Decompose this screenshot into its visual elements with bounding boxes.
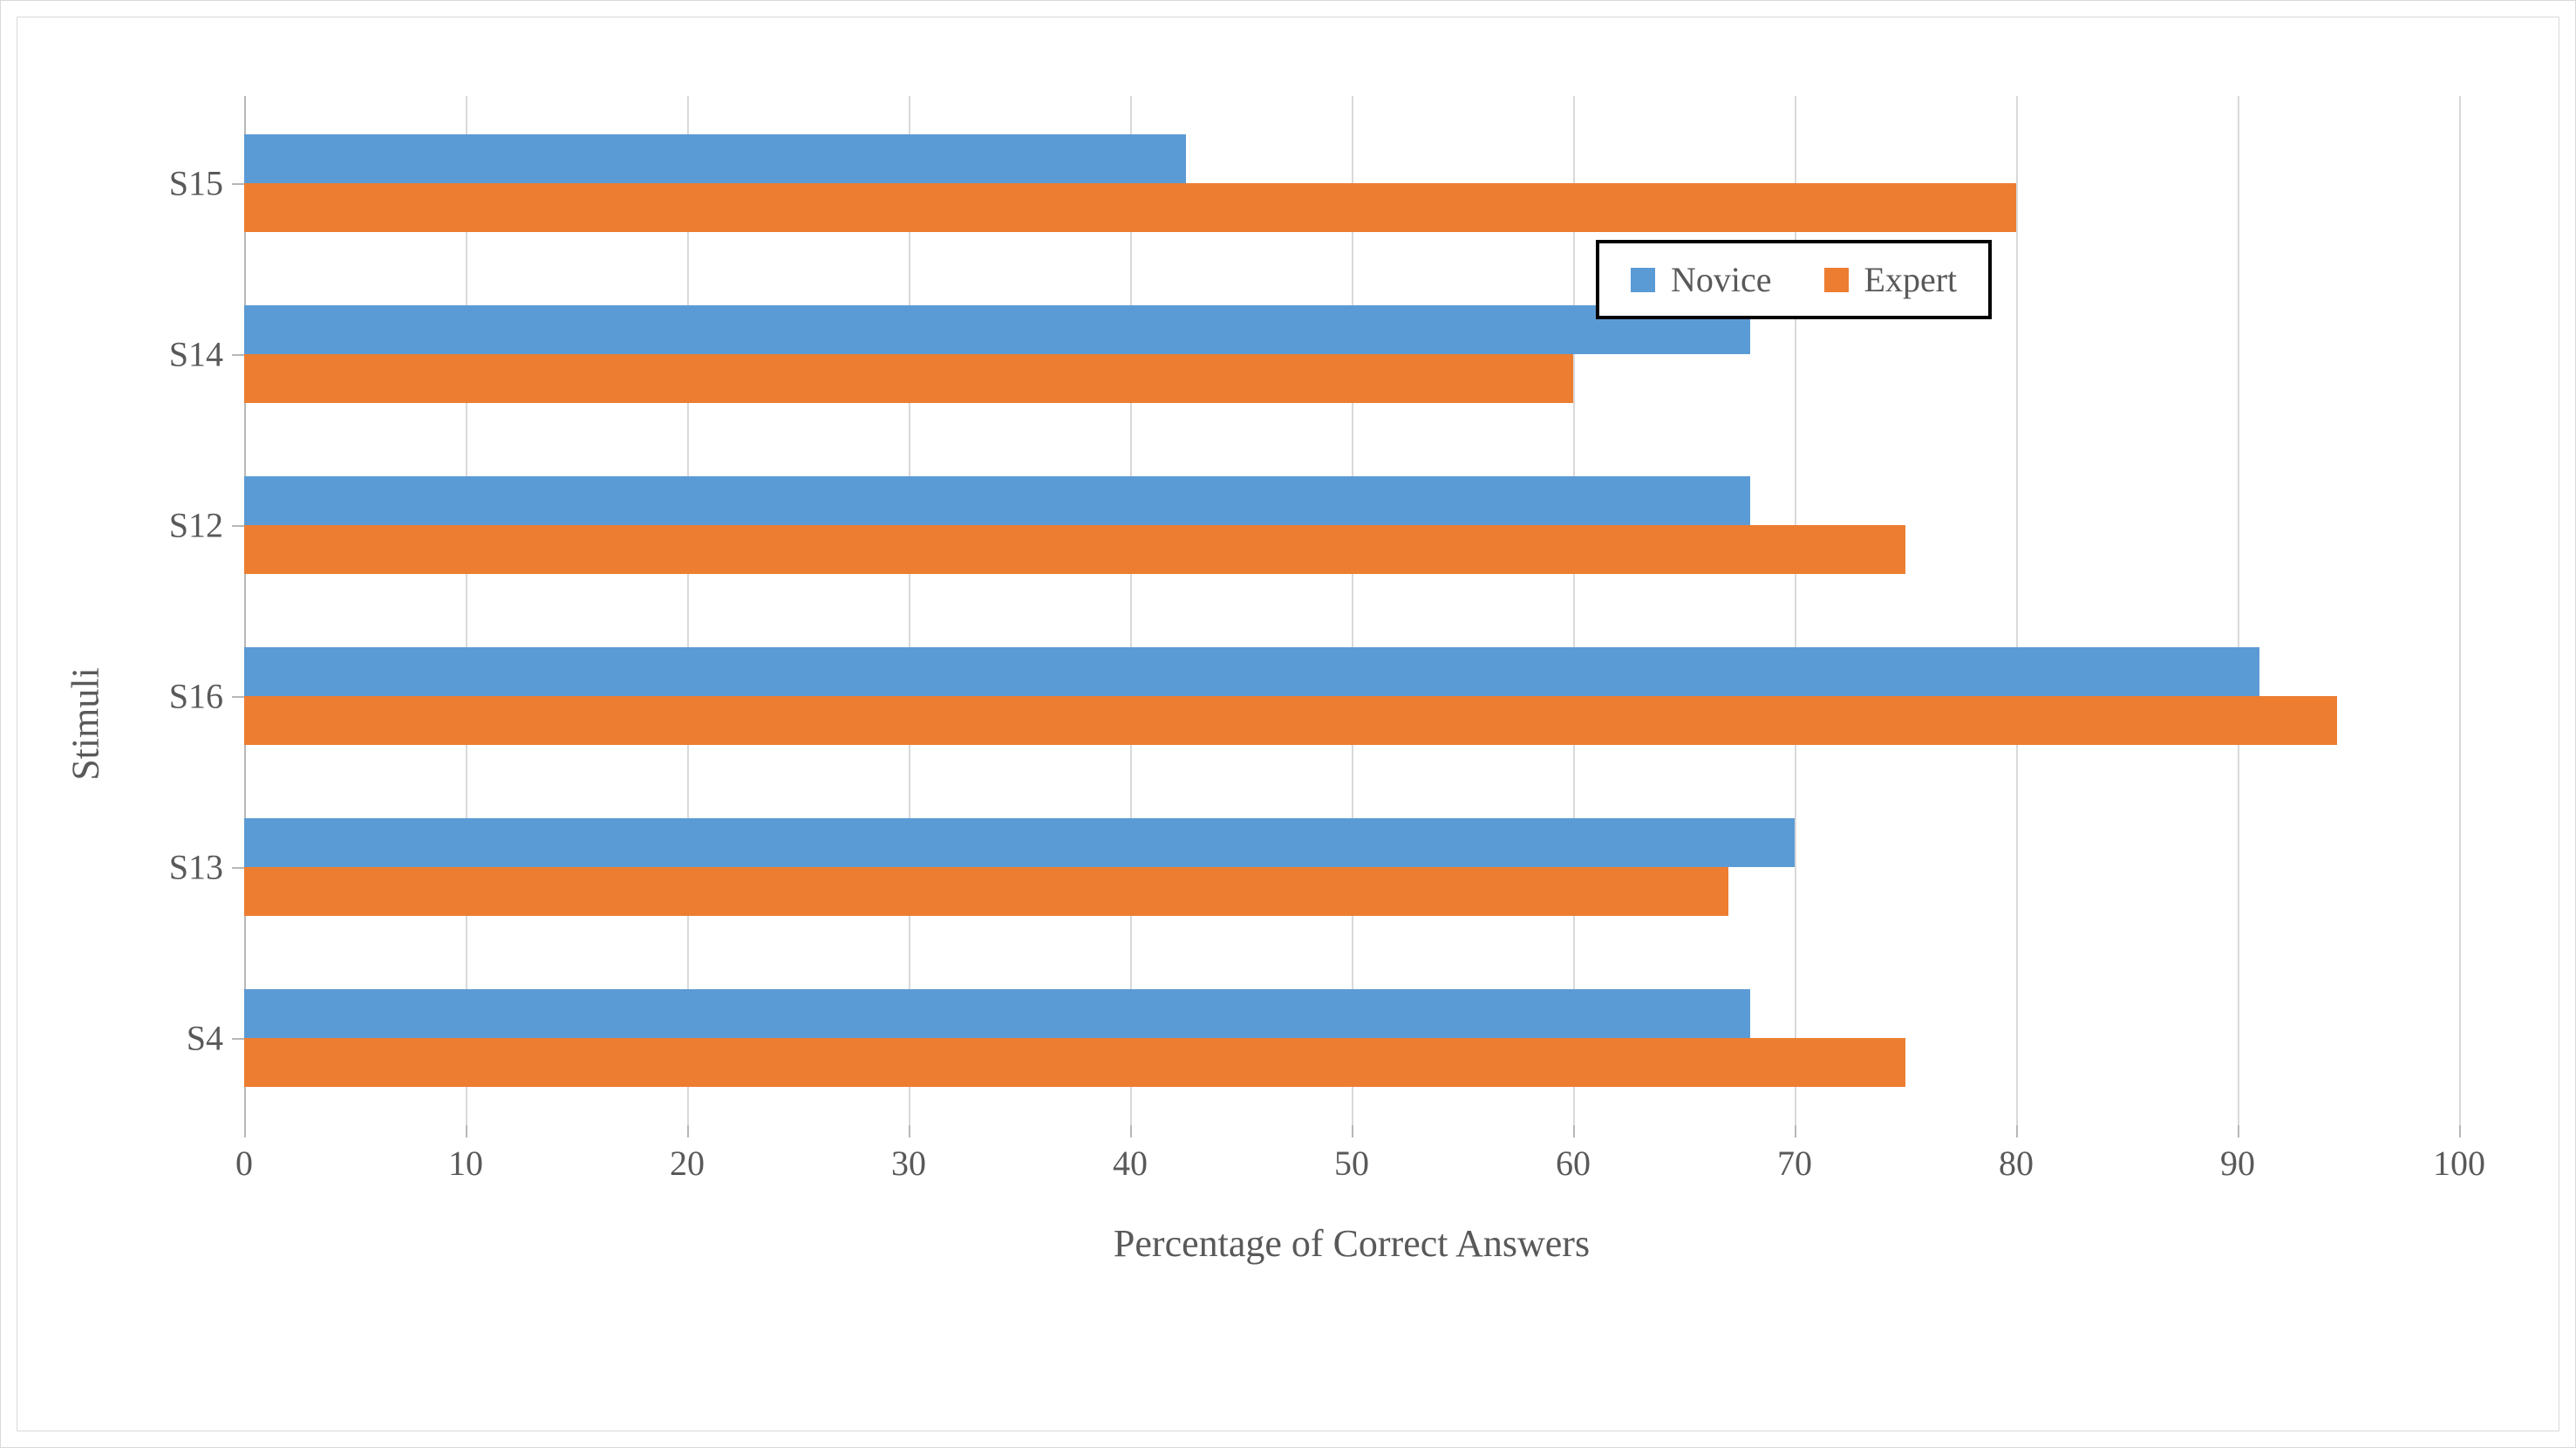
bar-expert xyxy=(244,696,2337,745)
category-label: S15 xyxy=(169,163,223,204)
category-group: S13 xyxy=(244,782,2459,953)
legend-item: Novice xyxy=(1631,259,1772,300)
x-tick xyxy=(2459,1125,2461,1137)
x-tick-label: 40 xyxy=(1113,1143,1148,1184)
bar-expert xyxy=(244,867,1728,916)
x-tick-label: 80 xyxy=(1999,1143,2034,1184)
category-label: S4 xyxy=(187,1018,223,1059)
legend-label: Novice xyxy=(1671,259,1772,300)
x-tick-label: 50 xyxy=(1334,1143,1369,1184)
category-label: S12 xyxy=(169,505,223,546)
legend-label: Expert xyxy=(1864,259,1958,300)
y-axis-title: Stimuli xyxy=(64,667,108,781)
x-axis-title: Percentage of Correct Answers xyxy=(1114,1221,1590,1266)
category-tick xyxy=(232,867,244,869)
x-tick-label: 100 xyxy=(2433,1143,2485,1184)
plot-area: Percentage of Correct Answers 0102030405… xyxy=(244,96,2459,1125)
x-tick-label: 70 xyxy=(1777,1143,1812,1184)
category-tick xyxy=(232,183,244,185)
bar-novice xyxy=(244,647,2259,696)
legend-swatch xyxy=(1824,268,1849,292)
x-tick xyxy=(1130,1125,1132,1137)
category-group: S16 xyxy=(244,611,2459,782)
bar-novice xyxy=(244,818,1795,867)
bar-expert xyxy=(244,525,1905,574)
bar-expert xyxy=(244,183,2016,232)
x-tick-label: 20 xyxy=(670,1143,705,1184)
x-tick xyxy=(1795,1125,1796,1137)
category-label: S16 xyxy=(169,676,223,717)
x-tick xyxy=(1573,1125,1575,1137)
category-tick xyxy=(232,354,244,356)
x-tick xyxy=(687,1125,689,1137)
legend-item: Expert xyxy=(1824,259,1958,300)
x-tick-label: 90 xyxy=(2220,1143,2255,1184)
x-tick xyxy=(244,1125,246,1137)
x-tick xyxy=(2238,1125,2239,1137)
legend-swatch xyxy=(1631,268,1655,292)
legend: Novice Expert xyxy=(1596,240,1992,319)
category-group: S4 xyxy=(244,953,2459,1124)
x-tick xyxy=(909,1125,910,1137)
x-tick-label: 0 xyxy=(235,1143,253,1184)
bar-expert xyxy=(244,354,1573,403)
x-tick-label: 60 xyxy=(1556,1143,1591,1184)
category-group: S14 xyxy=(244,269,2459,440)
x-tick xyxy=(466,1125,467,1137)
category-tick xyxy=(232,525,244,527)
x-tick xyxy=(2016,1125,2018,1137)
x-tick-label: 30 xyxy=(891,1143,926,1184)
category-group: S15 xyxy=(244,98,2459,269)
category-label: S13 xyxy=(169,847,223,888)
category-group: S12 xyxy=(244,440,2459,611)
bar-novice xyxy=(244,989,1750,1038)
chart-inner-frame: Stimuli Percentage of Correct Answers 01… xyxy=(17,17,2559,1431)
gridline xyxy=(2459,96,2461,1125)
bar-expert xyxy=(244,1038,1905,1087)
bar-novice xyxy=(244,305,1750,354)
chart-outer-frame: Stimuli Percentage of Correct Answers 01… xyxy=(0,0,2576,1448)
category-tick xyxy=(232,1038,244,1040)
x-tick-label: 10 xyxy=(448,1143,483,1184)
x-tick xyxy=(1352,1125,1353,1137)
category-tick xyxy=(232,696,244,698)
bar-novice xyxy=(244,134,1186,183)
bar-novice xyxy=(244,476,1750,525)
category-label: S14 xyxy=(169,334,223,375)
